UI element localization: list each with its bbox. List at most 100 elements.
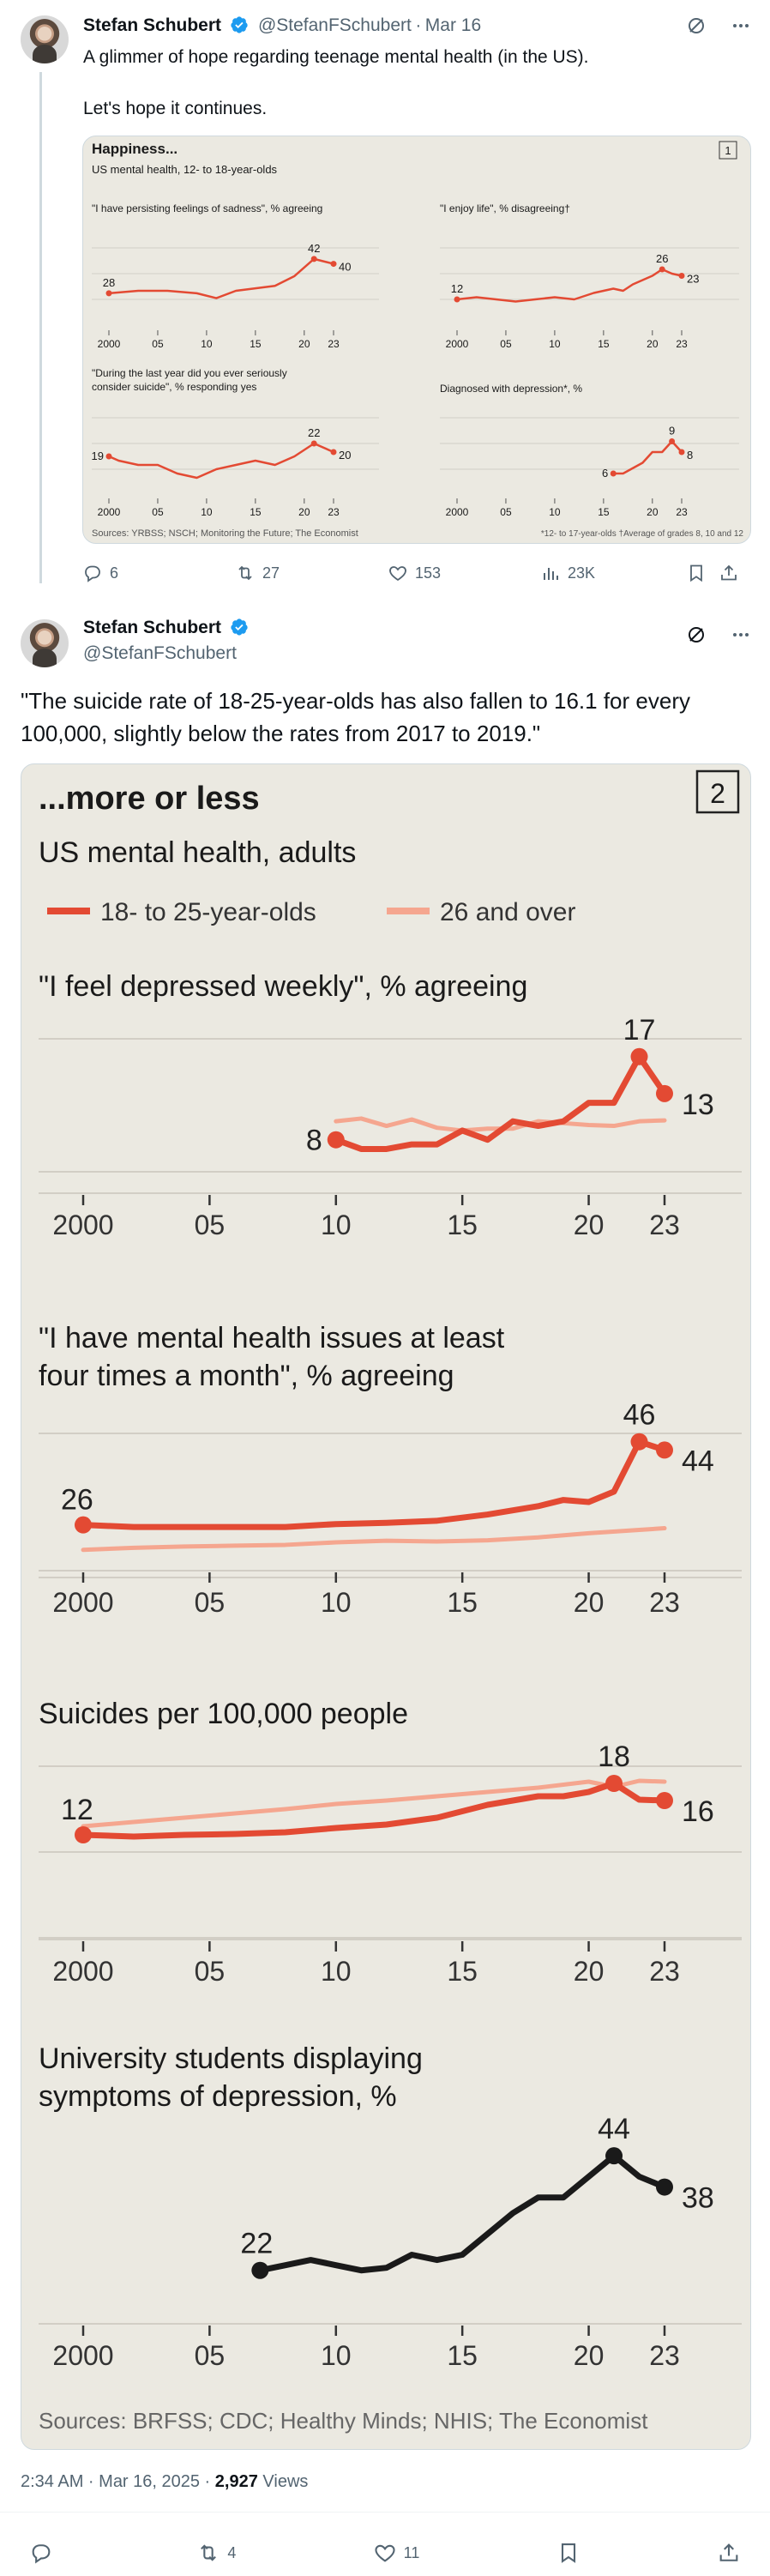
x-tick-label: 2000 [52,1956,113,1987]
handle[interactable]: @StefanFSchubert [257,15,412,35]
data-point [610,470,617,477]
x-tick-label: 20 [298,506,310,518]
grok-icon[interactable] [686,15,707,36]
more-options-icon[interactable] [731,624,751,645]
handle[interactable]: @StefanFSchubert [83,643,237,663]
views-button[interactable]: 23K [540,563,686,583]
author-name[interactable]: Stefan Schubert [83,15,222,35]
share-button[interactable] [717,2541,741,2565]
x-tick-label: 10 [201,506,213,518]
data-label: 8 [306,1125,322,1157]
more-options-icon[interactable] [731,15,751,36]
tweet-actions: 6 27 153 23K [82,563,751,583]
series-line [456,268,683,303]
chart-source: Sources: BRFSS; CDC; Healthy Minds; NHIS… [39,2408,648,2434]
data-point [678,273,685,279]
data-label: 26 [61,1484,93,1517]
data-point [330,449,337,455]
bookmark-icon [690,564,702,582]
tweet-text-line-2: Let's hope it continues. [83,99,268,118]
repost-button[interactable]: 4 [196,2541,236,2565]
share-button[interactable] [719,563,744,583]
x-tick-label: 15 [250,338,262,350]
chart-image-2[interactable]: ...more or less 2 US mental health, adults… [21,763,751,2450]
like-button[interactable]: 153 [388,563,540,583]
x-tick-label: 05 [195,1587,226,1618]
data-point [605,2147,623,2165]
x-tick-label: 05 [152,338,164,350]
data-point [656,1441,673,1459]
x-tick-label: 15 [447,1587,478,1618]
data-point [454,296,460,303]
share-icon [721,564,737,581]
avatar[interactable] [21,15,69,63]
views-label: Views [257,2472,309,2491]
x-tick-label: 15 [250,506,262,518]
x-tick-label: 2000 [98,506,121,518]
tweet-date[interactable]: Mar 16 [424,15,482,35]
data-point [678,449,685,455]
bookmark-button[interactable] [686,563,719,583]
data-label: 17 [623,1014,656,1047]
subplot-title: Suicides per 100,000 people [39,1698,408,1730]
bookmark-icon [561,2543,575,2563]
subplot-title: symptoms of depression, % [39,2080,397,2113]
like-count: 11 [403,2543,420,2561]
author-name[interactable]: Stefan Schubert [83,618,222,637]
reply-button[interactable]: 6 [82,563,235,583]
x-tick-label: 20 [574,2340,605,2371]
subplot-title: "I feel depressed weekly", % agreeing [39,970,527,1003]
data-point [75,1516,92,1534]
bookmark-button[interactable] [556,2541,581,2565]
repost-count: 4 [227,2543,237,2561]
reply-button[interactable] [29,2541,60,2565]
data-point [656,2178,673,2196]
x-tick-label: 23 [649,2340,680,2371]
data-point [656,1792,673,1809]
x-tick-label: 23 [649,1587,680,1618]
repost-count: 27 [262,564,280,582]
share-icon [719,2543,738,2561]
data-label: 19 [92,449,104,462]
views-count: 23K [568,564,596,582]
panel-number-box [695,769,740,814]
x-tick-label: 10 [321,2340,352,2371]
data-point [330,261,337,268]
chart-title: ...more or less [39,781,260,817]
avatar[interactable] [21,619,69,667]
x-tick-label: 2000 [98,338,121,350]
series-line [108,257,334,299]
data-label: 23 [687,273,699,286]
chart-subtitle: US mental health, adults [39,836,356,869]
data-label: 26 [656,252,668,265]
x-tick-label: 20 [298,338,310,350]
data-label: 44 [598,2113,630,2145]
chart-image-1[interactable]: Happiness... US mental health, 12- to 18-… [82,136,751,544]
x-tick-label: 15 [447,1210,478,1240]
data-point [251,2261,269,2279]
repost-button[interactable]: 27 [235,563,388,583]
data-point [630,1047,648,1065]
chart-footnote: *12- to 17-year-olds †Average of grades … [541,529,744,539]
analytics-icon [544,568,558,580]
x-tick-label: 20 [647,506,659,518]
x-tick-label: 23 [649,1956,680,1987]
x-tick-label: 23 [676,338,688,350]
grok-icon[interactable] [686,624,707,645]
data-point [605,1775,623,1792]
subplot-title: consider suicide", % responding yes [92,381,256,393]
author-name-row: Stefan Schubert [83,618,249,638]
x-tick-label: 05 [152,506,164,518]
x-tick-label: 23 [328,506,340,518]
series-line [81,1778,667,1829]
like-count: 153 [415,564,442,582]
tweet-timestamp[interactable]: 2:34 AM · Mar 16, 2025 · [21,2472,215,2491]
x-tick-label: 2000 [52,1210,113,1240]
like-button[interactable]: 11 [373,2541,420,2565]
data-point [105,453,112,460]
series-line [613,440,683,475]
x-tick-label: 15 [598,338,610,350]
data-label: 44 [682,1445,714,1477]
x-tick-label: 10 [321,1956,352,1987]
x-tick-label: 23 [649,1210,680,1240]
